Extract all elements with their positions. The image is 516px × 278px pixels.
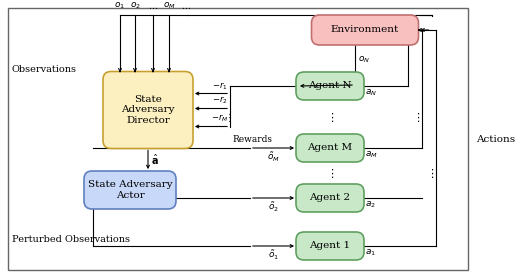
Text: $\vdots$: $\vdots$	[412, 110, 420, 123]
Text: Actions: Actions	[476, 135, 515, 143]
Text: $a_M$: $a_M$	[365, 150, 378, 160]
FancyBboxPatch shape	[312, 15, 418, 45]
FancyBboxPatch shape	[84, 171, 176, 209]
FancyBboxPatch shape	[103, 71, 193, 148]
Text: $o_N$: $o_N$	[358, 55, 370, 65]
FancyBboxPatch shape	[296, 184, 364, 212]
Text: Rewards: Rewards	[232, 135, 272, 143]
Text: $\tilde{o}_1$: $\tilde{o}_1$	[268, 249, 279, 262]
Text: $a_2$: $a_2$	[365, 200, 376, 210]
Text: State Adversary
Actor: State Adversary Actor	[88, 180, 172, 200]
FancyBboxPatch shape	[296, 134, 364, 162]
Text: Agent M: Agent M	[308, 143, 352, 153]
Text: $\vdots$: $\vdots$	[224, 111, 232, 124]
Text: $a_N$: $a_N$	[365, 88, 377, 98]
Bar	[8, 8, 468, 270]
Text: $\vdots$: $\vdots$	[326, 110, 334, 123]
Text: $a_1$: $a_1$	[365, 248, 376, 259]
Text: Environment: Environment	[331, 26, 399, 34]
Text: $\cdots$: $\cdots$	[181, 2, 191, 11]
Text: $o_M$: $o_M$	[163, 1, 175, 11]
Text: Perturbed Observations: Perturbed Observations	[12, 235, 130, 244]
Text: $\tilde{o}_M$: $\tilde{o}_M$	[267, 151, 280, 164]
Text: $\hat{\mathbf{a}}$: $\hat{\mathbf{a}}$	[151, 153, 159, 167]
Text: $\tilde{o}_2$: $\tilde{o}_2$	[268, 201, 279, 214]
Text: Observations: Observations	[12, 66, 77, 75]
Text: $\vdots$: $\vdots$	[426, 167, 434, 180]
Text: $-r_M$: $-r_M$	[211, 113, 228, 125]
Text: Agent N: Agent N	[308, 81, 352, 91]
Text: Agent 2: Agent 2	[310, 193, 350, 202]
Text: $o_1$: $o_1$	[115, 1, 125, 11]
Text: $o_2$: $o_2$	[130, 1, 140, 11]
FancyBboxPatch shape	[296, 232, 364, 260]
Text: State
Adversary
Director: State Adversary Director	[121, 95, 175, 125]
FancyBboxPatch shape	[296, 72, 364, 100]
Text: Agent 1: Agent 1	[310, 242, 350, 250]
Text: $-r_2$: $-r_2$	[213, 95, 228, 106]
Text: $-r_1$: $-r_1$	[213, 80, 228, 91]
Text: $\cdots$: $\cdots$	[148, 2, 158, 11]
Text: $\vdots$: $\vdots$	[326, 167, 334, 180]
